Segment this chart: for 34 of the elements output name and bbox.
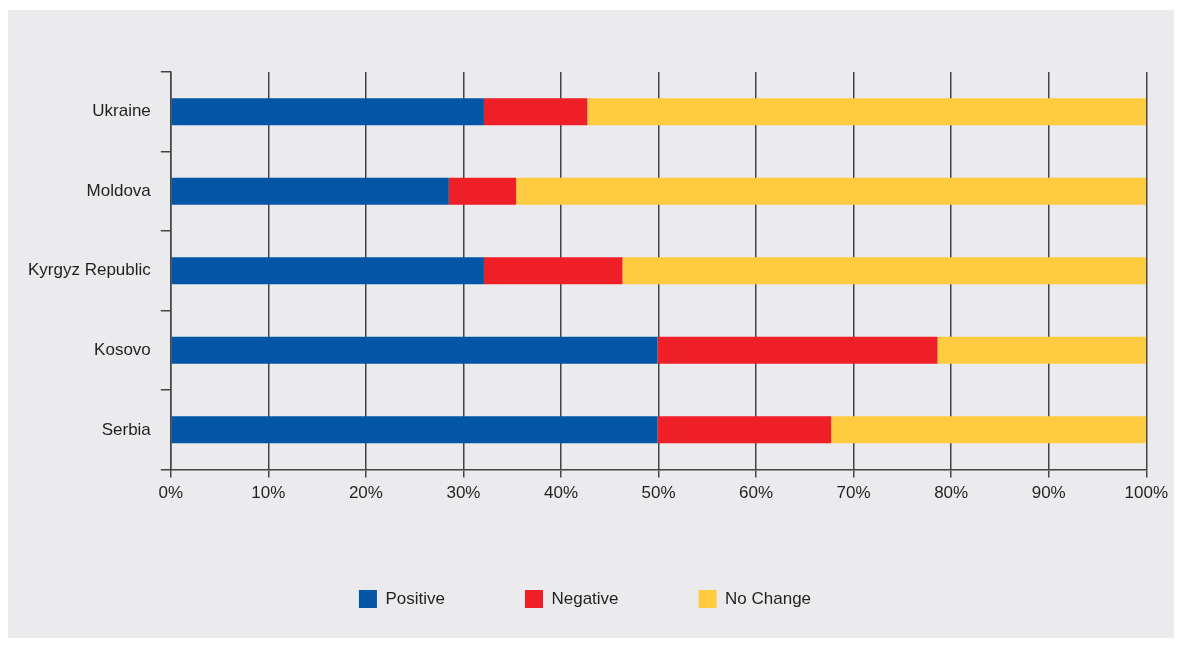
bar bbox=[448, 177, 517, 205]
bar bbox=[622, 257, 1147, 285]
legend-label: Positive bbox=[385, 588, 445, 608]
bar bbox=[171, 98, 484, 126]
y-tick-label: Kosovo bbox=[94, 340, 151, 360]
bar bbox=[171, 177, 449, 205]
x-tick-label: 60% bbox=[739, 483, 774, 503]
bar bbox=[831, 416, 1147, 444]
bar bbox=[657, 416, 832, 444]
x-tick-label: 40% bbox=[543, 483, 579, 503]
y-tick-label: Kyrgyz Republic bbox=[28, 260, 152, 280]
x-tick-label: 0% bbox=[158, 483, 184, 503]
bar bbox=[483, 98, 588, 126]
x-tick-label: 90% bbox=[1031, 483, 1066, 503]
bar bbox=[657, 336, 938, 364]
x-tick-label: 70% bbox=[836, 483, 871, 503]
bar bbox=[171, 336, 658, 364]
x-tick-label: 80% bbox=[934, 483, 969, 503]
bar bbox=[937, 336, 1147, 364]
x-tick-label: 100% bbox=[1124, 483, 1168, 503]
legend-label: No Change bbox=[725, 588, 812, 608]
x-tick-label: 10% bbox=[251, 483, 286, 503]
x-tick-label: 20% bbox=[348, 483, 383, 503]
y-tick-label: Moldova bbox=[86, 180, 152, 200]
x-tick-label: 50% bbox=[641, 483, 676, 503]
bar bbox=[171, 416, 658, 444]
bar bbox=[483, 257, 623, 285]
bar bbox=[171, 257, 484, 285]
y-tick-label: Ukraine bbox=[92, 101, 151, 121]
y-tick-label: Serbia bbox=[101, 419, 152, 439]
bar bbox=[516, 177, 1147, 205]
bar bbox=[587, 98, 1147, 126]
legend-label: Negative bbox=[551, 588, 619, 608]
x-tick-label: 30% bbox=[446, 483, 481, 503]
